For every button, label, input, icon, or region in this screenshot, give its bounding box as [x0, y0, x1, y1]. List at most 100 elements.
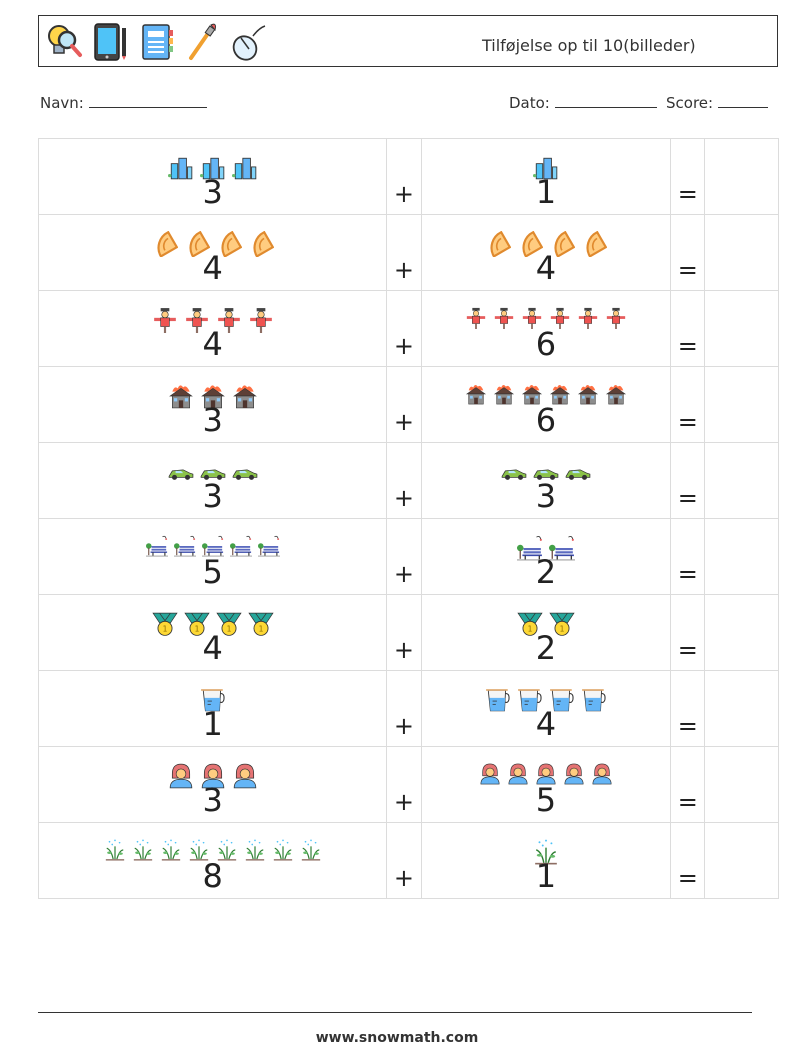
equals-cell: = — [670, 442, 706, 519]
picture-group: 1 1 — [422, 611, 671, 637]
exercise-row: 3 + 1 = — [37, 138, 779, 215]
addend-a-cell: 3 — [37, 442, 388, 519]
firefighter-icon — [535, 763, 557, 785]
addend-number: 4 — [202, 629, 223, 667]
race-car-icon — [565, 459, 591, 485]
burning-house-icon — [232, 383, 258, 409]
answer-cell[interactable] — [704, 214, 779, 291]
medal-icon: 1 — [549, 611, 575, 637]
plus-sign: + — [393, 712, 414, 740]
picture-group — [39, 155, 386, 181]
picture-group — [39, 763, 386, 789]
svg-text:1: 1 — [258, 625, 263, 634]
answer-cell[interactable] — [704, 366, 779, 443]
picture-group: 1 1 1 1 — [39, 611, 386, 637]
exercise-row: 3 + 5 = — [37, 746, 779, 823]
picture-group — [422, 383, 671, 405]
picture-group — [422, 535, 671, 561]
measuring-jug-icon — [517, 687, 543, 713]
equals-sign: = — [677, 864, 698, 892]
addend-b-cell: 6 — [420, 290, 672, 367]
picture-group — [39, 839, 386, 861]
answer-cell[interactable] — [704, 746, 779, 823]
equals-sign: = — [677, 788, 698, 816]
measuring-jug-icon — [549, 687, 575, 713]
plus-cell: + — [386, 594, 422, 671]
equals-sign: = — [677, 256, 698, 284]
medal-icon: 1 — [517, 611, 543, 637]
score-blank[interactable] — [717, 93, 768, 108]
firefighter-icon — [200, 763, 226, 789]
addend-a-cell: 5 — [37, 518, 388, 595]
exercise-row: 4 + — [37, 290, 779, 367]
picture-group — [39, 307, 386, 333]
park-bench-icon — [516, 535, 543, 561]
addend-number: 4 — [535, 249, 557, 287]
answer-cell[interactable] — [704, 518, 779, 595]
date-field: Dato: — [509, 93, 657, 112]
burning-house-icon — [200, 383, 226, 409]
answer-cell[interactable] — [704, 290, 779, 367]
svg-text:1: 1 — [226, 625, 231, 634]
firefighter-icon — [168, 763, 194, 789]
equals-cell: = — [670, 214, 706, 291]
name-blank[interactable] — [88, 93, 207, 108]
plus-sign: + — [393, 256, 414, 284]
exercise-row: 5 + 2 = — [37, 518, 779, 595]
buildings-icon — [231, 155, 258, 181]
medal-icon: 1 — [216, 611, 242, 637]
protractor-icon — [216, 231, 242, 257]
scarecrow-icon — [465, 307, 487, 329]
sprinkler-plant-icon — [104, 839, 126, 861]
svg-text:1: 1 — [194, 625, 199, 634]
measuring-jug-icon — [485, 687, 511, 713]
plus-cell: + — [386, 670, 422, 747]
mouse-icon — [229, 22, 267, 62]
firefighter-icon — [563, 763, 585, 785]
answer-cell[interactable] — [704, 822, 779, 899]
picture-group — [422, 459, 671, 485]
park-bench-icon — [257, 535, 280, 557]
addend-number: 3 — [202, 173, 223, 211]
addend-a-cell: 3 — [37, 746, 388, 823]
answer-cell[interactable] — [704, 138, 779, 215]
equals-cell: = — [670, 290, 706, 367]
firefighter-icon — [232, 763, 258, 789]
scarecrow-icon — [493, 307, 515, 329]
measuring-jug-icon — [581, 687, 607, 713]
equals-cell: = — [670, 822, 706, 899]
sprinkler-plant-icon — [272, 839, 294, 861]
picture-group — [39, 231, 386, 257]
race-car-icon — [200, 459, 226, 485]
answer-cell[interactable] — [704, 594, 779, 671]
equals-cell: = — [670, 746, 706, 823]
header-icons — [45, 22, 267, 62]
picture-group — [422, 307, 671, 329]
sprinkler-plant-icon — [188, 839, 210, 861]
date-blank[interactable] — [554, 93, 657, 108]
plus-sign: + — [393, 864, 414, 892]
addend-number: 4 — [202, 325, 223, 363]
equals-cell: = — [670, 594, 706, 671]
plus-cell: + — [386, 822, 422, 899]
protractor-icon — [184, 231, 210, 257]
equals-cell: = — [670, 670, 706, 747]
plus-cell: + — [386, 138, 422, 215]
addend-number: 5 — [202, 553, 223, 591]
name-field: Navn: — [40, 93, 207, 112]
score-label: Score: — [666, 94, 714, 112]
answer-cell[interactable] — [704, 670, 779, 747]
magnifier-bulb-icon — [45, 22, 83, 62]
scarecrow-icon — [605, 307, 627, 329]
answer-cell[interactable] — [704, 442, 779, 519]
sprinkler-plant-icon — [244, 839, 266, 861]
medal-icon: 1 — [248, 611, 274, 637]
paintbrush-icon — [183, 22, 221, 62]
addend-a-cell: 4 — [37, 290, 388, 367]
burning-house-icon — [521, 383, 543, 405]
equals-sign: = — [677, 636, 698, 664]
addend-a-cell: 8 — [37, 822, 388, 899]
scarecrow-icon — [577, 307, 599, 329]
picture-group — [39, 383, 386, 409]
